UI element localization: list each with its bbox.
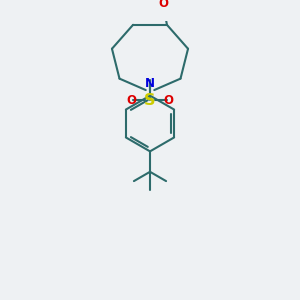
Text: O: O <box>126 94 136 107</box>
Text: S: S <box>144 93 156 108</box>
Text: O: O <box>158 0 168 10</box>
Text: N: N <box>145 77 155 90</box>
Text: O: O <box>164 94 174 107</box>
